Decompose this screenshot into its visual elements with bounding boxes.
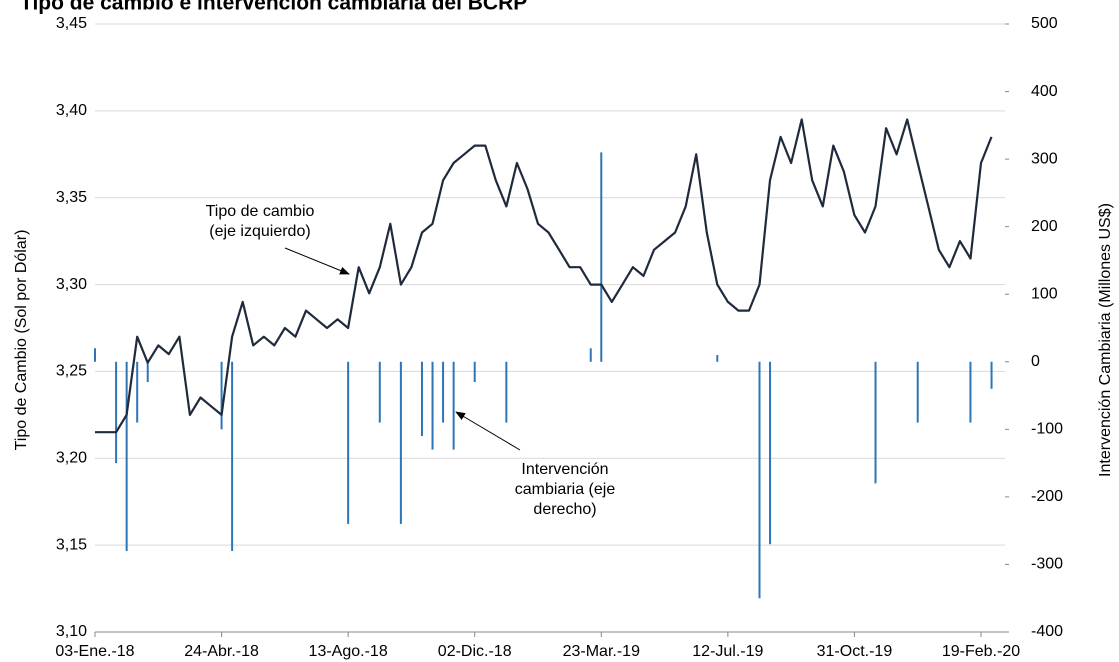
annotation: Intervención — [521, 461, 608, 478]
x-tick-label: 13-Ago.-18 — [309, 643, 388, 660]
bar — [473, 361, 476, 383]
bar — [399, 361, 402, 524]
bar — [990, 361, 993, 389]
annotation: (eje izquierdo) — [209, 223, 310, 240]
bar — [146, 361, 149, 383]
annotation: cambiaria (eje — [515, 481, 616, 498]
bar — [220, 361, 223, 430]
y-tick-label: 3,45 — [56, 15, 87, 32]
bar — [916, 361, 919, 423]
bar — [452, 361, 455, 450]
bar — [769, 361, 772, 545]
y-tick-label: 3,40 — [56, 102, 87, 119]
y2-tick-label: 400 — [1031, 83, 1058, 100]
bar — [758, 361, 761, 599]
y-axis-label: Tipo de Cambio (Sol por Dólar) — [13, 230, 30, 451]
x-tick-label: 23-Mar.-19 — [563, 643, 640, 660]
bar — [125, 361, 128, 551]
bar — [94, 348, 96, 362]
x-tick-label: 02-Dic.-18 — [438, 643, 512, 660]
x-tick-label: 19-Feb.-20 — [942, 643, 1020, 660]
bar — [589, 348, 592, 362]
y2-axis-label: Intervención Cambiaria (Millones US$) — [1097, 203, 1114, 477]
y2-tick-label: -400 — [1031, 623, 1063, 640]
bar — [420, 361, 423, 437]
bar — [716, 355, 719, 362]
y-tick-label: 3,25 — [56, 363, 87, 380]
bar — [600, 152, 603, 362]
y2-tick-label: 0 — [1031, 353, 1040, 370]
line — [95, 118, 993, 434]
bar — [505, 361, 508, 423]
x-tick-label: 12-Jul.-19 — [692, 643, 763, 660]
bar — [136, 361, 139, 423]
y2-tick-label: 300 — [1031, 150, 1058, 167]
y2-tick-label: -300 — [1031, 556, 1063, 573]
y-tick-label: 3,35 — [56, 189, 87, 206]
bar — [442, 361, 445, 423]
y2-tick-label: -100 — [1031, 421, 1063, 438]
y-tick-label: 3,20 — [56, 450, 87, 467]
y2-tick-label: 100 — [1031, 285, 1058, 302]
y2-tick-label: 500 — [1031, 15, 1058, 32]
bar — [969, 361, 972, 423]
y-tick-label: 3,30 — [56, 276, 87, 293]
annotation: derecho) — [533, 501, 596, 518]
chart-title: Tipo de cambio e intervención cambiaria … — [20, 0, 527, 15]
bar — [431, 361, 434, 450]
bar — [347, 361, 350, 524]
annotation-arrow — [284, 247, 350, 275]
bar — [378, 361, 381, 423]
annotation-arrow — [455, 411, 521, 451]
y2-tick-label: 200 — [1031, 218, 1058, 235]
annotation: Tipo de cambio — [206, 203, 315, 220]
x-tick-label: 24-Abr.-18 — [184, 643, 259, 660]
y2-tick-label: -200 — [1031, 488, 1063, 505]
bar — [231, 361, 234, 551]
y-tick-label: 3,10 — [56, 623, 87, 640]
y-tick-label: 3,15 — [56, 536, 87, 553]
bar — [874, 361, 877, 484]
x-tick-label: 31-Oct.-19 — [817, 643, 893, 660]
x-tick-label: 03-Ene.-18 — [55, 643, 134, 660]
bar — [115, 361, 118, 464]
